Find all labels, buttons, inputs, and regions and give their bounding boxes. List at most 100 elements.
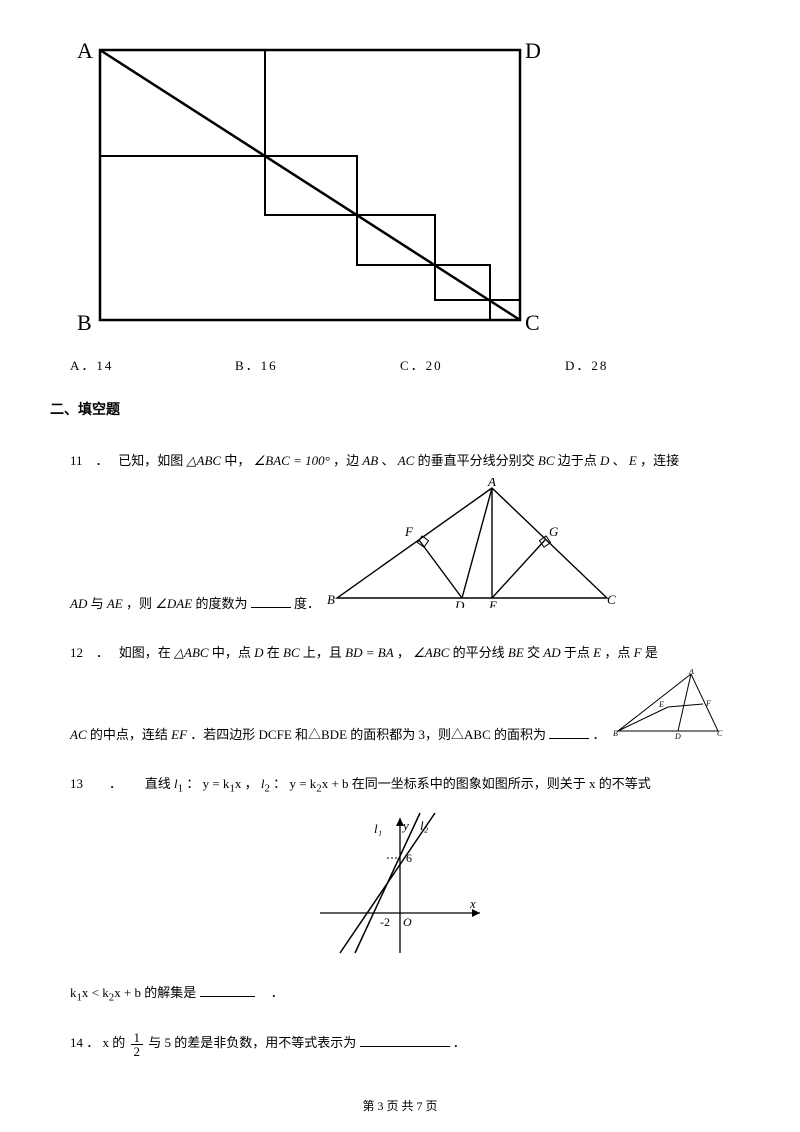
q12-p12: ．若四边形 DCFE 和△BDE 的面积都为 3，则△ABC 的面积为 [190,727,546,742]
q12-figure: A B C D E F [613,669,723,752]
figure-q10-svg: A B C D [70,30,545,340]
svg-text:C: C [717,729,723,738]
q12-e: E [593,645,601,660]
svg-text:G: G [549,524,559,539]
q11-p5: 的垂直平分线分别交 [418,453,538,468]
q11-p4: 、 [381,453,394,468]
svg-text:C: C [607,592,616,607]
svg-text:A: A [487,478,496,489]
svg-text:B: B [327,592,335,607]
page-content: A B C D A．14 B．16 C．20 D．28 二、填空题 11 ． 已… [0,0,800,1060]
q11-ac: AC [398,453,415,468]
q12-p13: ． [593,727,606,742]
svg-text:D: D [674,732,681,739]
q12-p7: 交 [527,645,543,660]
q11-ae: AE [107,596,123,611]
diagonal [100,50,520,320]
q14-num: 14 ． [70,1035,99,1050]
svg-text:D: D [454,598,465,608]
q11-p11: 度． [294,596,320,611]
q14: 14 ． x 的 1 2 与 5 的差是非负数，用不等式表示为 ． [70,1026,750,1060]
q14-p1: x 的 [103,1035,129,1050]
q11-p7: 、 [613,453,626,468]
svg-text:E: E [488,598,497,608]
svg-text:F: F [705,699,711,708]
option-B: B．16 [235,355,400,374]
q12-bc: BC [283,645,300,660]
q12-be: BE [508,645,524,660]
label-A: A [77,38,93,63]
q11-blank [251,595,291,608]
q13-p2: 在同一坐标系中的图象如图所示，则关于 x 的不等式 [352,776,651,791]
q12-ad: AD [543,645,560,660]
q12-num: 12 ． [70,645,116,660]
q11-dae: ∠DAE [155,596,192,611]
figure-q10: A B C D [70,30,525,340]
page-footer: 第 3 页 共 7 页 [0,1097,800,1114]
q11-p8: ，连接 [640,453,679,468]
q11-p1: 已知，如图 [118,453,183,468]
q11-ang: ∠BAC = 100° [254,453,330,468]
q14-blank [360,1034,450,1047]
q12-ef: EF [171,727,187,742]
svg-text:l₁: l₁ [374,821,382,836]
q12-p9: ，点 [604,645,633,660]
q12-f: F [634,645,642,660]
q12-ac: AC [70,727,87,742]
q10-options: A．14 B．16 C．20 D．28 [70,355,750,374]
q14-p3: ． [453,1035,466,1050]
q11-bc: BC [538,453,555,468]
svg-text:F: F [404,524,414,539]
q13-num: 13 ． [70,776,142,791]
q11-e: E [629,453,637,468]
q12-blank [549,726,589,739]
svg-text:E: E [658,700,664,709]
q12-p3: 在 [267,645,283,660]
q11-p9b: ，则 [126,596,155,611]
q12-p2: 中，点 [212,645,254,660]
q12-abc: △ABC [174,645,209,660]
q13: 13 ． 直线 l1 ： y = k1x ， l2 ： y = k2x + b … [70,767,750,1011]
q11-d: D [600,453,609,468]
q12-p8: 于点 [564,645,593,660]
q14-p2: 与 5 的差是非负数，用不等式表示为 [148,1035,356,1050]
q12: 12 ． 如图，在 △ABC 中，点 D 在 BC 上，且 BD = BA ， … [70,636,750,753]
q11: 11 ． 已知，如图 △ABC 中， ∠BAC = 100° ，边 AB 、 A… [70,444,750,621]
q13-blank [200,984,255,997]
svg-text:l₂: l₂ [420,818,429,833]
q11-triangle [337,488,607,598]
q12-p6: 的平分线 [453,645,508,660]
q12-p5: ， [397,645,410,660]
q11-num: 11 ． [70,453,115,468]
q12-p1: 如图，在 [119,645,174,660]
svg-text:-2: -2 [380,915,390,929]
q11-p3: ，边 [333,453,362,468]
section-2-heading: 二、填空题 [50,399,750,419]
q11-ad: AD [70,596,87,611]
svg-text:y: y [401,818,409,833]
q11-p2: 中， [224,453,250,468]
q11-p10: 的度数为 [195,596,247,611]
q14-frac: 1 2 [131,1031,144,1058]
svg-text:B: B [613,729,618,738]
option-C: C．20 [400,355,565,374]
q12-d: D [254,645,263,660]
label-B: B [77,310,92,335]
q13-figure: y x l₁ l₂ 6 -2 O [300,808,750,971]
label-D: D [525,38,541,63]
q13-p4: 的解集是 [144,985,196,1000]
label-C: C [525,310,540,335]
option-A: A．14 [70,355,235,374]
svg-text:A: A [688,669,694,676]
svg-text:O: O [403,915,412,929]
q11-figure: A B C D E F G [327,478,617,621]
q12-p4: 上，且 [303,645,345,660]
q11-p6: 边于点 [558,453,600,468]
svg-text:6: 6 [406,851,412,865]
q12-bdba: BD = BA [345,645,393,660]
svg-text:x: x [469,896,476,911]
q13-p5: ． [258,985,284,1000]
q12-p10: 是 [645,645,658,660]
q11-ab: AB [362,453,378,468]
q11-p9a: 与 [91,596,107,611]
